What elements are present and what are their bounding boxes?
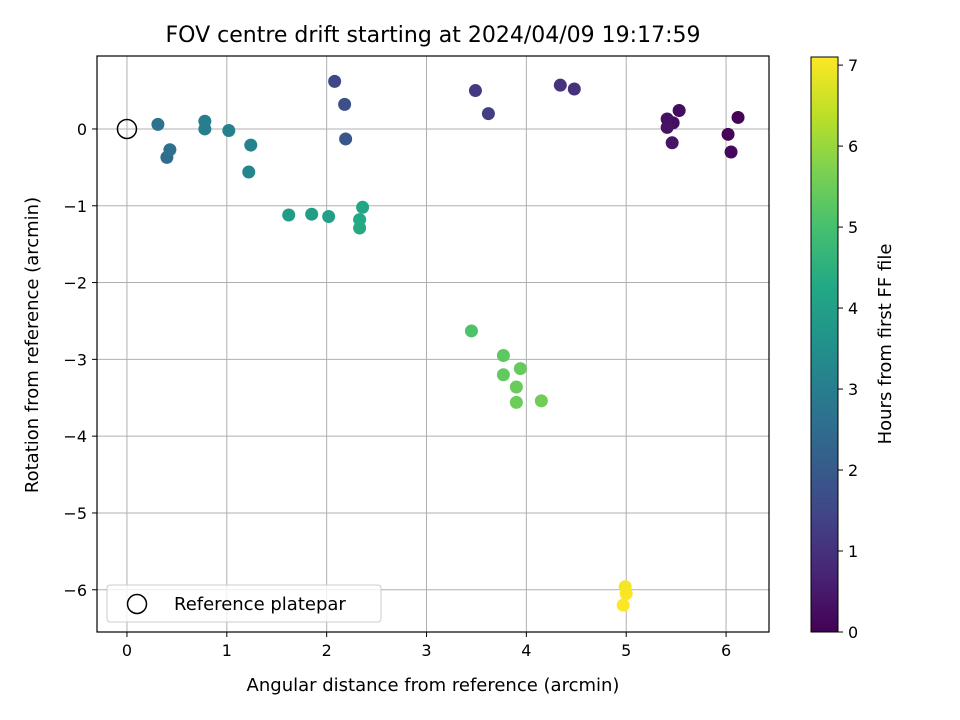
data-point — [481, 107, 495, 121]
colorbar-tick-label: 5 — [848, 218, 858, 237]
x-tick-label: 1 — [222, 641, 232, 660]
x-tick-label: 3 — [421, 641, 431, 660]
data-point — [198, 122, 212, 136]
chart-title: FOV centre drift starting at 2024/04/09 … — [166, 23, 701, 48]
data-point — [513, 362, 527, 376]
data-point — [665, 136, 679, 150]
data-point — [353, 221, 367, 235]
colorbar: 0 1 2 3 4 5 6 7 Hours from first FF file — [810, 56, 896, 642]
data-point — [151, 117, 165, 131]
colorbar-gradient — [810, 56, 839, 633]
colorbar-tick-label: 2 — [848, 461, 858, 480]
x-tick-label: 0 — [122, 641, 132, 660]
colorbar-tick-label: 3 — [848, 380, 858, 399]
data-point — [672, 104, 686, 118]
colorbar-tick-label: 0 — [848, 623, 858, 642]
data-point — [553, 78, 567, 92]
x-tick-label: 4 — [521, 641, 531, 660]
data-point — [242, 165, 256, 179]
data-point — [322, 210, 336, 224]
y-tick-label: −3 — [63, 350, 87, 369]
legend-marker — [126, 593, 148, 615]
data-point — [731, 110, 745, 124]
x-tick-label: 5 — [621, 641, 631, 660]
y-tick-label: 0 — [77, 120, 87, 139]
data-point — [282, 208, 296, 222]
data-point — [616, 598, 630, 612]
x-tick-label: 2 — [322, 641, 332, 660]
y-tick-label: −2 — [63, 274, 87, 293]
colorbar-label: Hours from first FF file — [875, 244, 896, 445]
colorbar-tick-label: 1 — [848, 542, 858, 561]
data-point — [339, 132, 353, 146]
y-tick-label: −6 — [63, 581, 87, 600]
x-axis-label: Angular distance from reference (arcmin) — [247, 675, 620, 696]
colorbar-tick-label: 4 — [848, 299, 858, 318]
y-tick-label: −1 — [63, 197, 87, 216]
x-tick-label: 6 — [721, 641, 731, 660]
reference-marker — [116, 118, 138, 140]
data-point — [496, 349, 510, 363]
legend-box — [106, 584, 382, 623]
y-axis-label: Rotation from reference (arcmin) — [22, 197, 43, 493]
data-point — [724, 145, 738, 159]
data-point — [468, 84, 482, 98]
colorbar-ticks: 0 1 2 3 4 5 6 7 — [838, 56, 858, 642]
data-point — [338, 97, 352, 111]
data-point — [534, 394, 548, 408]
data-point — [721, 127, 735, 141]
data-point — [567, 82, 581, 96]
data-point — [244, 138, 258, 152]
y-tick-label: −4 — [63, 427, 87, 446]
x-axis-ticks: 0 1 2 3 4 5 6 — [122, 632, 731, 660]
data-point — [305, 207, 319, 221]
data-point — [496, 368, 510, 382]
data-points — [151, 74, 745, 612]
data-point — [509, 395, 523, 409]
legend-label: Reference platepar — [174, 594, 346, 615]
grid-lines — [97, 56, 769, 632]
colorbar-tick-label: 7 — [848, 56, 858, 75]
y-axis-ticks: 0 −1 −2 −3 −4 −5 −6 — [63, 120, 97, 600]
data-point — [619, 587, 633, 601]
legend: Reference platepar — [106, 584, 382, 623]
colorbar-tick-label: 6 — [848, 137, 858, 156]
plot-frame — [96, 55, 770, 633]
y-tick-label: −5 — [63, 504, 87, 523]
data-point — [464, 324, 478, 338]
data-point — [163, 143, 177, 157]
data-point — [356, 200, 370, 214]
data-point — [660, 120, 674, 134]
data-point — [222, 123, 236, 137]
data-point — [328, 74, 342, 88]
data-point — [509, 380, 523, 394]
